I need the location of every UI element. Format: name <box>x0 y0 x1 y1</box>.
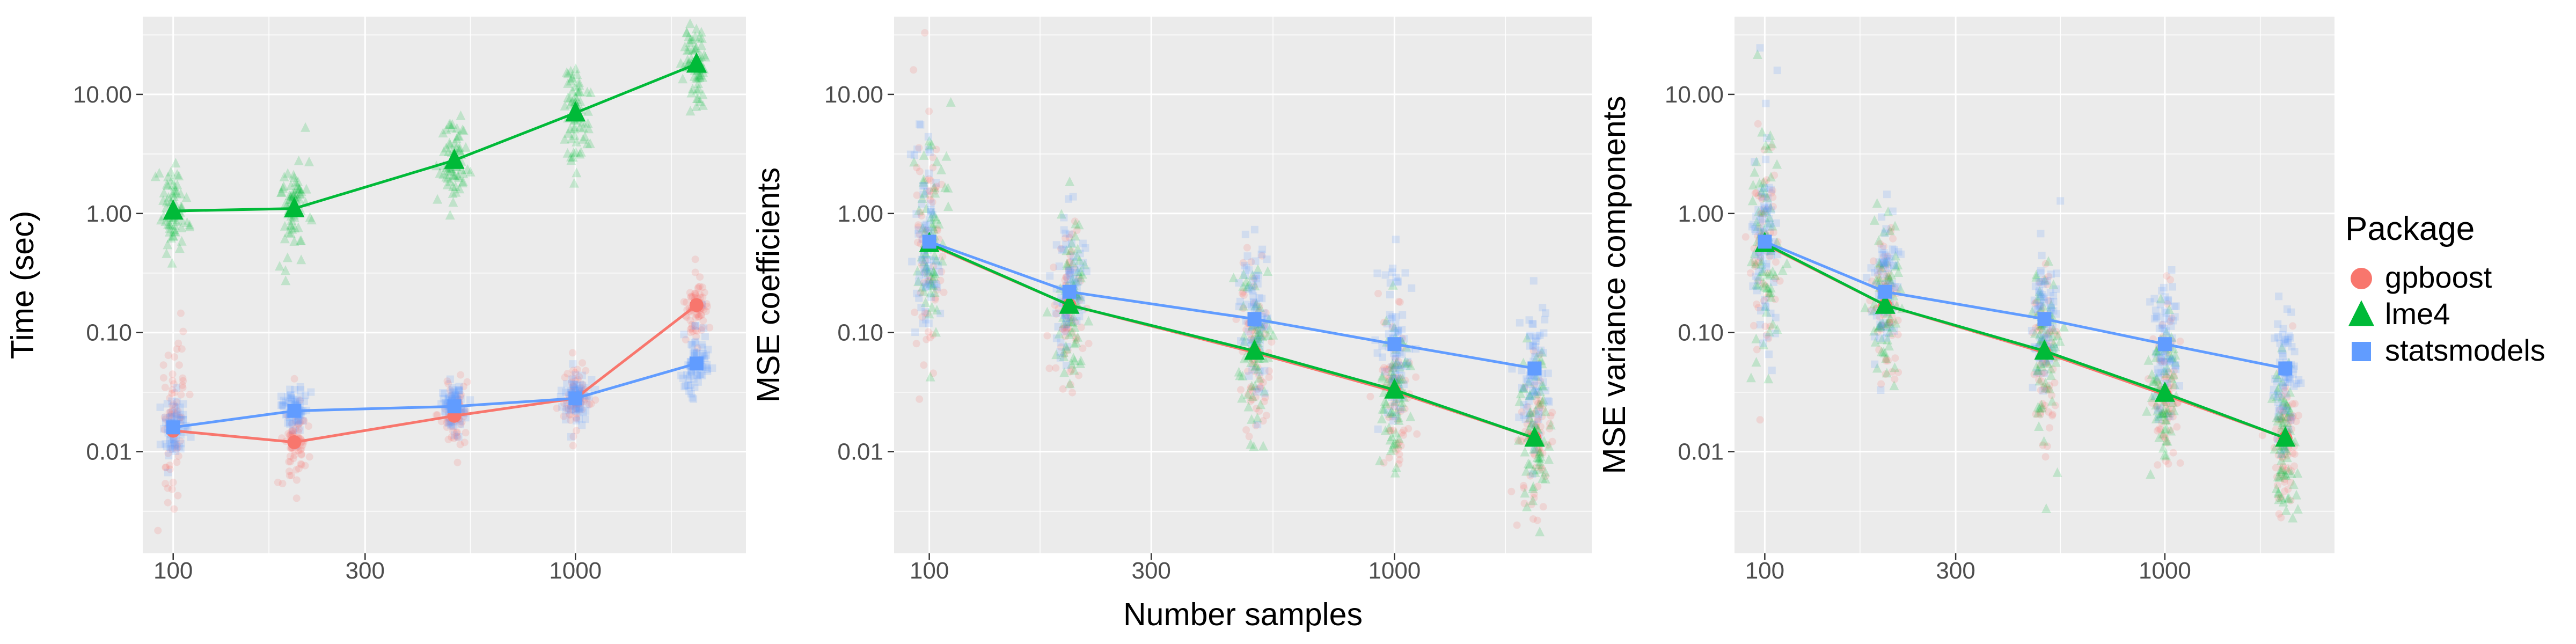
legend-item-label: lme4 <box>2385 296 2450 331</box>
x-tick-label: 100 <box>1745 558 1784 584</box>
panel-background <box>143 17 746 553</box>
legend-item-label: gpboost <box>2385 260 2492 294</box>
gpboost-circle-icon <box>2351 267 2372 289</box>
y-tick-label: 10.00 <box>824 82 883 108</box>
x-tick-label: 100 <box>153 558 193 584</box>
y-tick-label: 1.00 <box>837 201 883 227</box>
chart-time: 100 300 1000 0.01 0.10 1.00 10.00 Time (sec) <box>0 0 746 644</box>
jitter-points <box>1741 44 2305 523</box>
chart-mse-variance-components: 100 300 1000 0.01 0.10 1.00 10.00 MSE variance … <box>1592 0 2334 644</box>
legend-items: gpboost lme4 statsmodels <box>2334 258 2576 370</box>
y-tick-label: 1.00 <box>1678 201 1724 227</box>
panel-svg: 100 300 1000 0.01 0.10 1.00 10.00 MSE variance … <box>1597 17 2334 584</box>
x-tick-label: 1000 <box>2139 558 2191 584</box>
y-axis-title: Time (sec) <box>5 211 40 359</box>
x-tick-label: 300 <box>1131 558 1170 584</box>
x-tick-label: 1000 <box>549 558 602 584</box>
y-tick-label: 10.00 <box>1665 82 1724 108</box>
y-tick-label: 0.10 <box>86 320 132 346</box>
panel-svg: 100 300 1000 0.01 0.10 1.00 10.00 MSE coefficie… <box>751 17 1592 632</box>
x-tick-label: 1000 <box>1368 558 1421 584</box>
y-tick-label: 0.10 <box>837 320 883 346</box>
legend-title: Package <box>2345 210 2475 247</box>
y-tick-label: 0.01 <box>837 439 883 465</box>
x-tick-label: 100 <box>910 558 949 584</box>
y-tick-label: 10.00 <box>73 82 132 108</box>
x-tick-label: 300 <box>346 558 385 584</box>
y-axis-title: MSE variance components <box>1597 96 1632 474</box>
panel-svg: 100 300 1000 0.01 0.10 1.00 10.00 Time (sec) <box>5 17 746 584</box>
x-axis-title: Number samples <box>1123 597 1363 632</box>
legend-item-lme4: lme4 <box>2345 297 2576 331</box>
y-axis-title: MSE coefficients <box>751 167 786 402</box>
y-tick-label: 0.10 <box>1678 320 1724 346</box>
panel-background <box>1735 17 2334 553</box>
legend: Package gpboost lme4 statsmodels <box>2334 0 2576 644</box>
x-tick-label: 300 <box>1936 558 1975 584</box>
lme4-triangle-icon <box>2348 299 2374 326</box>
panel-background <box>894 17 1592 553</box>
legend-item-gpboost: gpboost <box>2345 260 2576 294</box>
legend-item-statsmodels: statsmodels <box>2345 333 2576 367</box>
y-tick-label: 0.01 <box>86 439 132 465</box>
y-tick-label: 0.01 <box>1678 439 1724 465</box>
chart-mse-coefficients: 100 300 1000 0.01 0.10 1.00 10.00 MSE coefficie… <box>746 0 1592 644</box>
y-tick-label: 1.00 <box>86 201 132 227</box>
legend-item-label: statsmodels <box>2385 333 2545 367</box>
statsmodels-square-icon <box>2352 341 2371 361</box>
